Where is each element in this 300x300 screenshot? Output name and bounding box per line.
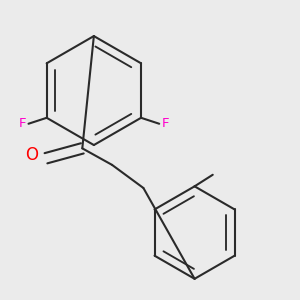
Text: O: O: [25, 146, 38, 164]
Text: F: F: [162, 117, 169, 130]
Text: F: F: [18, 117, 26, 130]
